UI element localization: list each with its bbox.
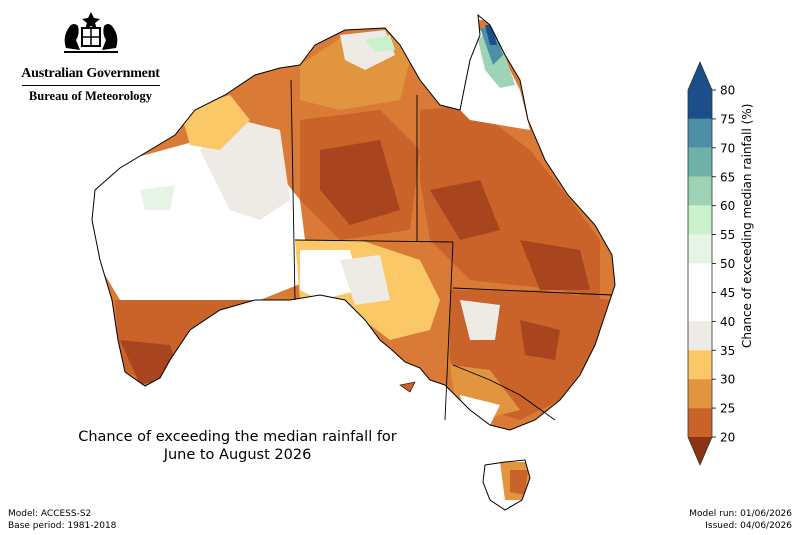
state-borders <box>290 79 613 421</box>
colorbar-segment <box>688 176 712 206</box>
colorbar-segment <box>688 90 712 119</box>
government-logo: Australian Government Bureau of Meteorol… <box>18 8 163 104</box>
colorbar-segment <box>688 292 712 322</box>
colorbar-tick-label: 60 <box>720 199 735 213</box>
kangaroo-island <box>399 381 416 393</box>
government-name: Australian Government <box>21 66 160 81</box>
colorbar-tick-label: 30 <box>720 373 735 387</box>
colorbar: 80 75 70 65 60 55 50 45 40 35 30 25 20 <box>687 60 735 467</box>
colorbar-min-arrow <box>688 437 712 465</box>
issued-date: Issued: 04/06/2026 <box>705 521 792 531</box>
agency-name: Bureau of Meteorology <box>28 89 153 103</box>
map-title-line2: June to August 2026 <box>163 447 312 463</box>
colorbar-tick-label: 20 <box>720 431 735 445</box>
footer-left: Model: ACCESS-S2 Base period: 1981-2018 <box>8 508 116 532</box>
colorbar-tick-label: 50 <box>720 257 735 271</box>
colorbar-label: Chance of exceeding median rainfall (%) <box>740 103 754 348</box>
colorbar-segment <box>688 321 712 351</box>
colorbar-label-box: Chance of exceeding median rainfall (%) <box>737 104 754 348</box>
colorbar-segment <box>688 147 712 177</box>
colorbar-tick-label: 55 <box>720 228 735 242</box>
coat-of-arms-icon <box>63 12 118 53</box>
model-run-date: Model run: 01/06/2026 <box>689 509 792 519</box>
colorbar-max-arrow <box>688 62 712 90</box>
colorbar-segment <box>688 350 712 380</box>
colorbar-tick-label: 35 <box>720 344 735 358</box>
colorbar-tick-label: 40 <box>720 315 735 329</box>
colorbar-tick-label: 80 <box>720 84 735 98</box>
colorbar-tick-label: 75 <box>720 112 735 126</box>
colorbar-segment <box>688 205 712 235</box>
map-title: Chance of exceeding the median rainfall … <box>40 428 435 464</box>
colorbar-segment <box>688 234 712 264</box>
logo-divider <box>21 85 160 86</box>
colorbar-tick-label: 25 <box>720 402 735 416</box>
map-title-line1: Chance of exceeding the median rainfall … <box>78 429 397 445</box>
model-name: Model: ACCESS-S2 <box>8 509 92 519</box>
colorbar-tick-label: 70 <box>720 141 735 155</box>
tasmania-coastline <box>482 459 531 511</box>
colorbar-segment <box>688 379 712 409</box>
colorbar-segment <box>688 408 712 437</box>
footer-right: Model run: 01/06/2026 Issued: 04/06/2026 <box>689 508 792 532</box>
base-period: Base period: 1981-2018 <box>8 521 117 531</box>
colorbar-tick-label: 45 <box>720 286 735 300</box>
colorbar-tick-label: 65 <box>720 170 735 184</box>
colorbar-segment <box>688 118 712 148</box>
mainland-coastline <box>91 13 616 431</box>
colorbar-segment <box>688 263 712 293</box>
